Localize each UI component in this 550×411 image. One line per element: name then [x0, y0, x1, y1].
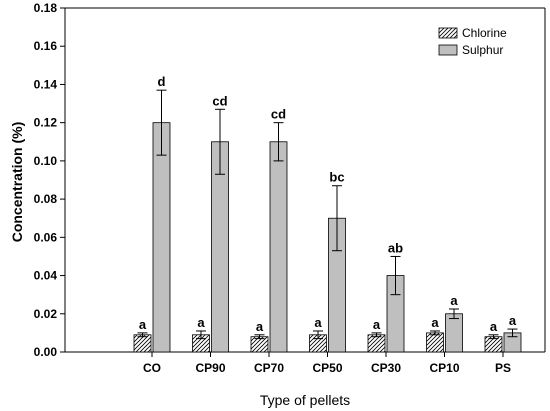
x-tick-label: CO — [143, 361, 161, 375]
y-tick-label: 0.14 — [34, 77, 58, 91]
significance-label: a — [197, 315, 205, 330]
significance-label: a — [509, 313, 517, 328]
significance-label: ab — [388, 240, 403, 255]
sulphur-bar — [269, 141, 288, 353]
y-tick-label: 0.02 — [34, 307, 58, 321]
legend: Chlorine Sulphur — [438, 26, 507, 57]
x-tick-label: PS — [495, 361, 511, 375]
significance-label: a — [373, 317, 381, 332]
significance-label: cd — [212, 93, 227, 108]
legend-label: Sulphur — [462, 43, 503, 57]
x-tick-label: CP50 — [312, 361, 342, 375]
x-tick-label: CP30 — [371, 361, 401, 375]
significance-label: a — [431, 315, 439, 330]
x-tick-label: CP10 — [429, 361, 459, 375]
legend-swatch — [438, 27, 458, 39]
significance-label: a — [139, 317, 147, 332]
y-tick-label: 0.16 — [34, 39, 58, 53]
significance-label: d — [158, 74, 166, 89]
significance-label: bc — [329, 170, 344, 185]
significance-label: a — [314, 315, 322, 330]
y-tick-label: 0.06 — [34, 230, 58, 244]
x-tick-label: CP70 — [254, 361, 284, 375]
y-tick-label: 0.08 — [34, 192, 58, 206]
legend-label: Chlorine — [462, 26, 507, 40]
chlorine-bar — [133, 334, 152, 353]
y-tick-label: 0.10 — [34, 154, 58, 168]
y-tick-label: 0.12 — [34, 116, 58, 130]
chlorine-bar — [367, 334, 386, 353]
x-tick-label: CP90 — [195, 361, 225, 375]
significance-label: cd — [271, 107, 286, 122]
y-tick-label: 0.00 — [34, 345, 58, 359]
y-tick-label: 0.04 — [34, 269, 58, 283]
chlorine-bar — [426, 332, 444, 353]
sulphur-bar — [445, 313, 463, 353]
legend-swatch — [438, 44, 458, 56]
x-axis-title: Type of pellets — [260, 392, 350, 408]
y-axis-title: Concentration (%) — [9, 122, 25, 243]
sulphur-bar — [152, 122, 171, 353]
significance-label: a — [490, 319, 498, 334]
y-tick-label: 0.18 — [34, 1, 58, 15]
significance-label: a — [256, 319, 264, 334]
significance-label: a — [450, 293, 458, 308]
